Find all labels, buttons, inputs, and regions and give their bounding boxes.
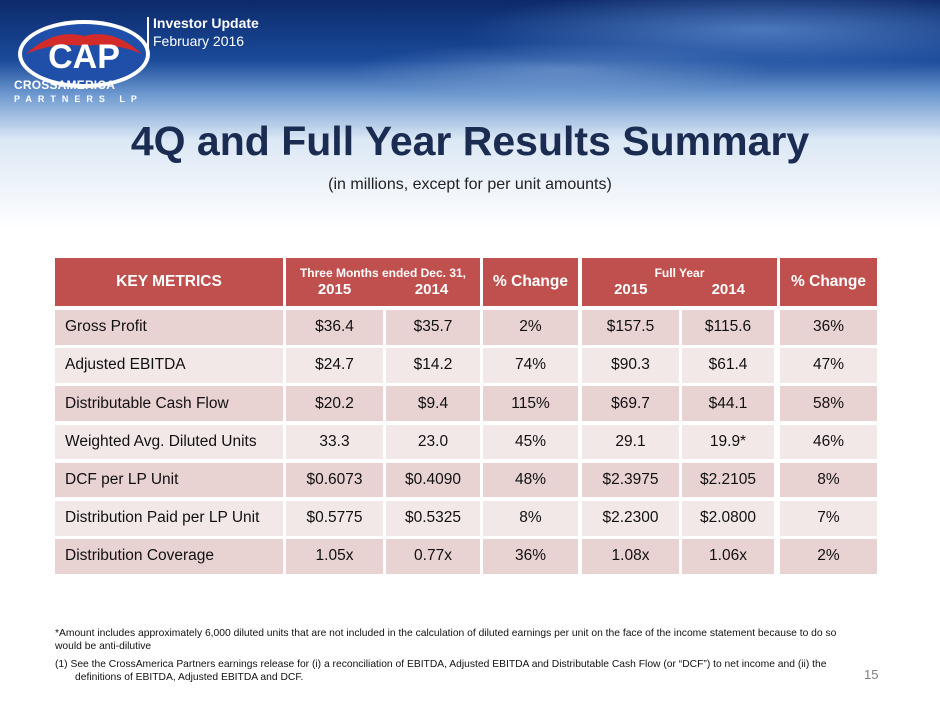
table-cell-metric: Distribution Paid per LP Unit xyxy=(55,501,283,536)
header-full-year: Full Year 2015 2014 xyxy=(582,258,777,306)
table-cell-fy2015: $69.7 xyxy=(582,386,679,421)
table-cell-q-change: 36% xyxy=(483,539,578,574)
table-cell-fy-change: 46% xyxy=(780,424,877,460)
header-full-year-label: Full Year xyxy=(654,266,705,280)
header-year-2014: 2014 xyxy=(414,281,449,298)
table-cell-q2015: $0.5775 xyxy=(286,501,383,536)
table-cell-q2014: 23.0 xyxy=(386,424,480,460)
header-three-months: Three Months ended Dec. 31, 2015 2014 xyxy=(286,258,480,306)
table-cell-q-change: 48% xyxy=(483,462,578,498)
table-cell-fy2015: $157.5 xyxy=(582,310,679,345)
table-cell-q-change: 115% xyxy=(483,386,578,421)
table-cell-q2014: $14.2 xyxy=(386,348,480,383)
table-cell-fy2014: $2.0800 xyxy=(682,501,774,536)
table-cell-fy2014: $61.4 xyxy=(682,348,774,383)
table-cell-metric: Distribution Coverage xyxy=(55,539,283,574)
table-cell-metric: Weighted Avg. Diluted Units xyxy=(55,424,283,460)
logo-company-subtitle: PARTNERS LP xyxy=(14,94,143,104)
table-cell-q2015: $36.4 xyxy=(286,310,383,345)
table-cell-fy-change: 58% xyxy=(780,386,877,421)
table-cell-q2015: $24.7 xyxy=(286,348,383,383)
asterisk-footnote: *Amount includes approximately 6,000 dil… xyxy=(55,628,837,652)
header-background xyxy=(0,0,940,200)
table-cell-q-change: 74% xyxy=(483,348,578,383)
footnote-1: (1) See the CrossAmerica Partners earnin… xyxy=(55,659,827,683)
table-cell-fy2015: $90.3 xyxy=(582,348,679,383)
table-cell-fy-change: 7% xyxy=(780,501,877,536)
table-cell-q2014: 0.77x xyxy=(386,539,480,574)
table-cell-q2014: $0.4090 xyxy=(386,462,480,498)
table-cell-metric: DCF per LP Unit xyxy=(55,462,283,498)
table-cell-q-change: 45% xyxy=(483,424,578,460)
header-full-year-years: 2015 2014 xyxy=(582,281,777,298)
table-cell-fy2014: 1.06x xyxy=(682,539,774,574)
table-cell-fy2014: $115.6 xyxy=(682,310,774,345)
investor-update-title: Investor Update xyxy=(153,15,259,31)
table-cell-metric: Adjusted EBITDA xyxy=(55,348,283,383)
table-cell-q2014: $9.4 xyxy=(386,386,480,421)
header-year-2014: 2014 xyxy=(711,281,745,298)
table-cell-q2015: 1.05x xyxy=(286,539,383,574)
table-cell-q2014: $35.7 xyxy=(386,310,480,345)
table-cell-fy-change: 36% xyxy=(780,310,877,345)
table-cell-q2015: $20.2 xyxy=(286,386,383,421)
header-change-full-year: % Change xyxy=(780,258,877,306)
cap-logo: CAP xyxy=(18,20,150,88)
table-cell-fy2014: 19.9* xyxy=(682,424,774,460)
page-title: 4Q and Full Year Results Summary xyxy=(130,118,810,164)
table-cell-metric: Distributable Cash Flow xyxy=(55,386,283,421)
table-cell-fy2015: 29.1 xyxy=(582,424,679,460)
investor-update-date: February 2016 xyxy=(153,33,245,49)
table-cell-q2014: $0.5325 xyxy=(386,501,480,536)
table-cell-q2015: $0.6073 xyxy=(286,462,383,498)
header-key-metrics: KEY METRICS xyxy=(55,258,283,306)
header-year-2015: 2015 xyxy=(317,281,352,298)
header-year-2015: 2015 xyxy=(614,281,648,298)
table-cell-fy-change: 2% xyxy=(780,539,877,574)
header-divider xyxy=(147,17,149,50)
table-cell-metric: Gross Profit xyxy=(55,310,283,345)
table-cell-fy2015: 1.08x xyxy=(582,539,679,574)
page-subtitle: (in millions, except for per unit amount… xyxy=(328,176,612,193)
table-cell-fy2015: $2.3975 xyxy=(582,462,679,498)
header-three-months-label: Three Months ended Dec. 31, xyxy=(299,266,467,280)
svg-text:CAP: CAP xyxy=(48,38,120,76)
table-cell-q-change: 8% xyxy=(483,501,578,536)
page-number: 15 xyxy=(864,667,879,682)
header-three-months-years: 2015 2014 xyxy=(286,281,480,298)
table-cell-fy-change: 8% xyxy=(780,462,877,498)
table-cell-q-change: 2% xyxy=(483,310,578,345)
header-change-quarter: % Change xyxy=(483,258,578,306)
table-cell-fy2014: $44.1 xyxy=(682,386,774,421)
table-cell-q2015: 33.3 xyxy=(286,424,383,460)
table-cell-fy2014: $2.2105 xyxy=(682,462,774,498)
logo-company-name: CROSSAMERICA xyxy=(14,78,116,92)
table-cell-fy-change: 47% xyxy=(780,348,877,383)
table-cell-fy2015: $2.2300 xyxy=(582,501,679,536)
